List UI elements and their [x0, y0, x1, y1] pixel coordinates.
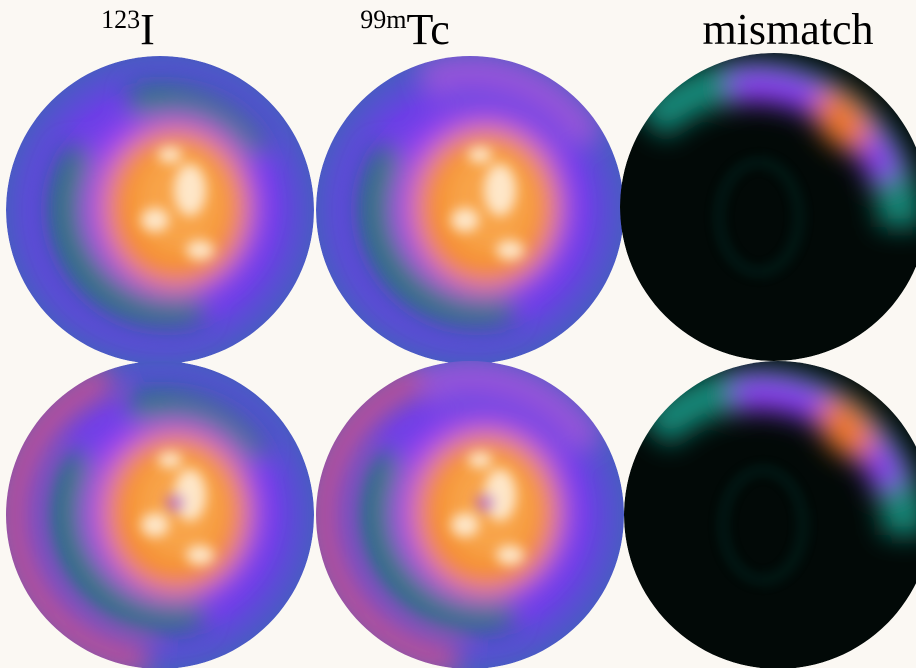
polar-map — [316, 56, 624, 364]
defect — [165, 493, 185, 513]
polar-map — [6, 361, 314, 668]
highlight — [468, 147, 492, 163]
figure: 123I 99mTc mismatch — [0, 0, 916, 668]
page: 123I 99mTc mismatch (() => { const data … — [0, 0, 916, 668]
highlight — [158, 147, 182, 163]
column-header: mismatch — [702, 5, 873, 54]
highlight — [158, 452, 182, 468]
defect — [475, 493, 495, 513]
highlight — [174, 164, 206, 216]
highlight — [468, 452, 492, 468]
highlight — [451, 513, 479, 537]
polar-maps — [6, 53, 916, 668]
highlight — [186, 240, 214, 260]
superscript: 99m — [360, 5, 406, 34]
polar-map — [6, 56, 314, 364]
header-main: Tc — [406, 5, 449, 54]
highlight — [484, 164, 516, 216]
highlight — [141, 513, 169, 537]
polar-map — [620, 53, 916, 361]
polar-map — [316, 361, 624, 668]
highlight — [186, 545, 214, 565]
superscript: 123 — [101, 5, 140, 34]
header-main: I — [140, 5, 155, 54]
highlight — [496, 240, 524, 260]
highlight — [141, 208, 169, 232]
highlight — [496, 545, 524, 565]
highlight — [451, 208, 479, 232]
